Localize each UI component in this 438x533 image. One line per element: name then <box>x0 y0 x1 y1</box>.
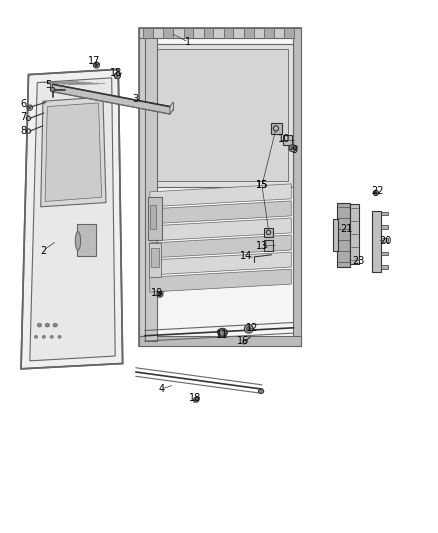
Text: 18: 18 <box>110 68 122 78</box>
Polygon shape <box>139 336 301 346</box>
Bar <box>149 243 161 277</box>
Text: 22: 22 <box>371 186 383 196</box>
Ellipse shape <box>42 336 46 338</box>
Polygon shape <box>30 78 115 361</box>
Text: 21: 21 <box>340 224 352 234</box>
Bar <box>163 28 173 38</box>
Polygon shape <box>139 28 150 346</box>
Ellipse shape <box>50 336 53 338</box>
Polygon shape <box>337 203 350 266</box>
Bar <box>264 28 274 38</box>
Polygon shape <box>157 49 288 181</box>
Polygon shape <box>333 219 338 251</box>
Ellipse shape <box>373 190 378 196</box>
Ellipse shape <box>244 325 253 333</box>
Ellipse shape <box>58 336 61 338</box>
Polygon shape <box>293 28 301 346</box>
Polygon shape <box>381 212 388 215</box>
Polygon shape <box>145 38 157 341</box>
Polygon shape <box>21 69 123 369</box>
Text: 1: 1 <box>185 37 191 47</box>
Bar <box>204 28 213 38</box>
Ellipse shape <box>258 389 264 393</box>
Ellipse shape <box>218 328 227 337</box>
Ellipse shape <box>50 87 55 92</box>
Bar <box>143 28 153 38</box>
Text: 4: 4 <box>158 384 164 394</box>
Bar <box>148 197 162 240</box>
Text: 9: 9 <box>291 146 297 155</box>
Ellipse shape <box>53 323 57 327</box>
Text: 10: 10 <box>278 134 290 143</box>
Polygon shape <box>350 204 359 264</box>
Ellipse shape <box>37 323 42 327</box>
Polygon shape <box>41 97 106 207</box>
Polygon shape <box>150 218 291 241</box>
Ellipse shape <box>157 291 163 297</box>
Ellipse shape <box>75 231 81 250</box>
Text: 7: 7 <box>21 112 27 122</box>
Bar <box>151 248 159 266</box>
Polygon shape <box>139 28 301 346</box>
Text: 15: 15 <box>256 181 268 190</box>
Polygon shape <box>150 269 291 292</box>
Bar <box>224 28 233 38</box>
Polygon shape <box>139 28 301 38</box>
Text: 15: 15 <box>256 181 268 190</box>
Bar <box>284 28 294 38</box>
Text: 16: 16 <box>237 336 250 346</box>
Text: 20: 20 <box>379 237 392 246</box>
Ellipse shape <box>374 192 377 194</box>
Bar <box>264 228 273 237</box>
Bar <box>264 240 273 251</box>
Polygon shape <box>381 225 388 229</box>
Text: 13: 13 <box>256 241 268 251</box>
Bar <box>77 224 96 256</box>
Ellipse shape <box>114 73 120 79</box>
Polygon shape <box>150 201 291 224</box>
Polygon shape <box>150 235 291 258</box>
Polygon shape <box>152 44 293 187</box>
Text: 12: 12 <box>246 324 258 333</box>
Text: 19: 19 <box>151 288 163 298</box>
Ellipse shape <box>159 293 162 295</box>
Polygon shape <box>150 184 291 207</box>
Ellipse shape <box>291 147 294 150</box>
Ellipse shape <box>93 62 99 68</box>
Bar <box>184 28 193 38</box>
Bar <box>271 123 282 134</box>
Text: 18: 18 <box>189 393 201 403</box>
Ellipse shape <box>95 64 98 66</box>
Text: 11: 11 <box>216 330 229 340</box>
Polygon shape <box>53 84 170 114</box>
Text: 5: 5 <box>45 80 51 90</box>
Ellipse shape <box>29 107 31 109</box>
Text: 3: 3 <box>132 94 138 103</box>
Polygon shape <box>381 252 388 255</box>
Polygon shape <box>150 252 291 275</box>
Bar <box>283 135 292 145</box>
Text: 8: 8 <box>21 126 27 136</box>
Text: 6: 6 <box>21 100 27 109</box>
Ellipse shape <box>34 336 38 338</box>
Polygon shape <box>381 238 388 242</box>
Ellipse shape <box>289 145 296 152</box>
Bar <box>150 205 156 229</box>
Text: 17: 17 <box>88 56 100 66</box>
Text: 23: 23 <box>352 256 364 266</box>
Text: 14: 14 <box>240 251 252 261</box>
Polygon shape <box>45 103 102 201</box>
Ellipse shape <box>247 327 251 331</box>
Polygon shape <box>381 265 388 269</box>
Ellipse shape <box>220 330 225 335</box>
Polygon shape <box>372 211 381 272</box>
Ellipse shape <box>45 323 49 327</box>
Text: 2: 2 <box>40 246 46 255</box>
Ellipse shape <box>194 398 199 402</box>
Bar <box>244 28 254 38</box>
